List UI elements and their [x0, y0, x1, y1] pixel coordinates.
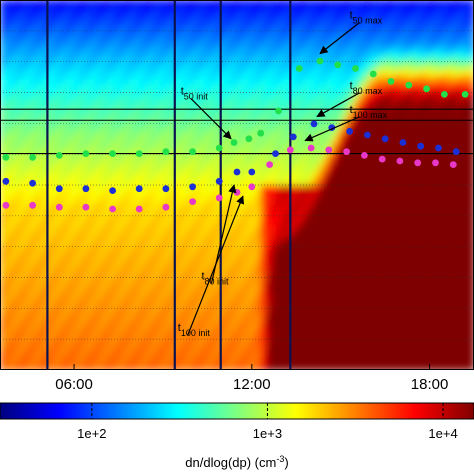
x-tick-label-1: 12:00 [233, 376, 271, 393]
series-2-point-20 [432, 159, 439, 167]
colorbar-tick-label-0: 1e+2 [77, 426, 106, 441]
series-2-point-4 [109, 205, 116, 213]
series-1-point-3 [82, 185, 90, 193]
annotation-arrow-1 [316, 92, 360, 118]
series-2-point-11 [266, 161, 273, 169]
series-2-point-7 [189, 198, 197, 206]
series-2-point-19 [414, 159, 422, 167]
series-0-point-9 [230, 139, 238, 146]
series-0-point-16 [352, 65, 359, 72]
annotation-label-2: t100 max [350, 104, 388, 120]
series-1-point-5 [135, 185, 143, 193]
series-2-point-17 [378, 155, 386, 163]
series-0-point-5 [135, 150, 143, 158]
series-0-point-19 [405, 81, 413, 89]
series-0-point-3 [82, 150, 90, 158]
series-1-point-8 [215, 177, 223, 185]
series-1-point-7 [189, 183, 197, 191]
series-0-point-0 [2, 153, 10, 161]
series-1-point-17 [381, 135, 389, 143]
series-2-point-18 [396, 157, 404, 165]
series-2-point-9 [233, 189, 241, 196]
colorbar: 1e+2 1e+3 1e+4 dn/dlog(dp) (cm-3) [0, 402, 474, 470]
series-2-point-12 [286, 146, 294, 154]
series-1-point-15 [346, 127, 353, 135]
series-2-point-6 [162, 203, 170, 211]
series-0-point-7 [189, 148, 197, 156]
series-points [2, 57, 469, 213]
x-axis-ticks: 06:00 12:00 18:00 [55, 364, 448, 393]
series-1-point-20 [435, 144, 442, 152]
series-0-point-14 [316, 57, 324, 65]
annotation-arrow-3 [190, 97, 232, 140]
series-1-point-12 [289, 133, 297, 141]
series-2 [2, 144, 457, 213]
annotation-arrow-0 [319, 22, 360, 55]
series-0-point-2 [55, 152, 63, 159]
annotation-arrow-5 [187, 195, 245, 336]
series-0-point-4 [109, 150, 116, 158]
series-2-point-21 [449, 161, 457, 169]
colorbar-gradient [0, 402, 474, 420]
annotation-arrow-2 [304, 116, 360, 142]
series-2-point-5 [135, 205, 143, 213]
colorbar-ticks: 1e+2 1e+3 1e+4 [77, 403, 458, 441]
series-1-point-16 [364, 131, 371, 139]
x-tick-label-2: 18:00 [411, 376, 449, 393]
horizontal-dotted-gridlines [0, 30, 474, 340]
series-1-point-18 [399, 139, 407, 146]
series-1-point-13 [310, 120, 318, 128]
series-0-point-6 [162, 148, 170, 156]
series-2-point-15 [343, 148, 350, 156]
annotation-label-3: t50 init [181, 85, 209, 101]
series-2-point-1 [29, 201, 36, 209]
series-2-point-16 [361, 152, 368, 159]
series-2-point-13 [307, 144, 315, 152]
annotation-label-0: t50 max [350, 10, 383, 26]
series-0-point-20 [423, 85, 430, 93]
series-2-point-10 [248, 183, 256, 191]
series-1-point-19 [417, 142, 425, 150]
series-2-point-14 [325, 146, 333, 154]
colorbar-tick-label-1: 1e+3 [253, 426, 282, 441]
series-2-point-3 [82, 203, 90, 211]
series-0-point-10 [245, 135, 253, 143]
series-0-point-13 [295, 65, 303, 72]
heatmap-field [0, 0, 474, 370]
colorbar-tick-label-2: 1e+4 [428, 426, 457, 441]
series-1-point-4 [109, 187, 116, 195]
reference-lines [0, 0, 474, 370]
series-0-point-22 [461, 91, 469, 98]
annotation-label-4: t80 init [201, 270, 229, 286]
series-0-point-15 [334, 61, 342, 69]
series-1-point-1 [29, 179, 36, 187]
series-1-point-11 [272, 150, 279, 158]
series-2-point-2 [55, 203, 63, 211]
series-1-point-0 [2, 177, 10, 185]
series-1 [2, 120, 460, 195]
series-0-point-18 [387, 78, 395, 85]
annotation-label-1: t80 max [350, 80, 383, 96]
series-0-point-1 [29, 153, 36, 161]
series-2-point-0 [2, 201, 10, 209]
series-1-point-6 [162, 185, 170, 193]
series-2-point-8 [215, 194, 223, 202]
x-tick-label-0: 06:00 [55, 376, 93, 393]
plot-area: t50 max t80 max t100 max t50 init t80 init t1… [0, 0, 474, 370]
series-1-point-10 [248, 168, 256, 176]
series-0-point-12 [275, 107, 282, 115]
series-0 [2, 57, 469, 161]
series-0-point-11 [257, 129, 265, 137]
series-0-point-21 [441, 91, 448, 98]
series-1-point-9 [233, 168, 241, 176]
series-1-point-2 [55, 185, 63, 193]
colorbar-label: dn/dlog(dp) (cm-3) [185, 454, 288, 470]
series-0-point-8 [215, 144, 223, 152]
annotation-label-5: t100 init [178, 322, 211, 338]
series-0-point-17 [369, 70, 377, 78]
annotations: t50 max t80 max t100 max t50 init t80 init t1… [178, 10, 388, 339]
series-1-point-21 [452, 148, 460, 156]
